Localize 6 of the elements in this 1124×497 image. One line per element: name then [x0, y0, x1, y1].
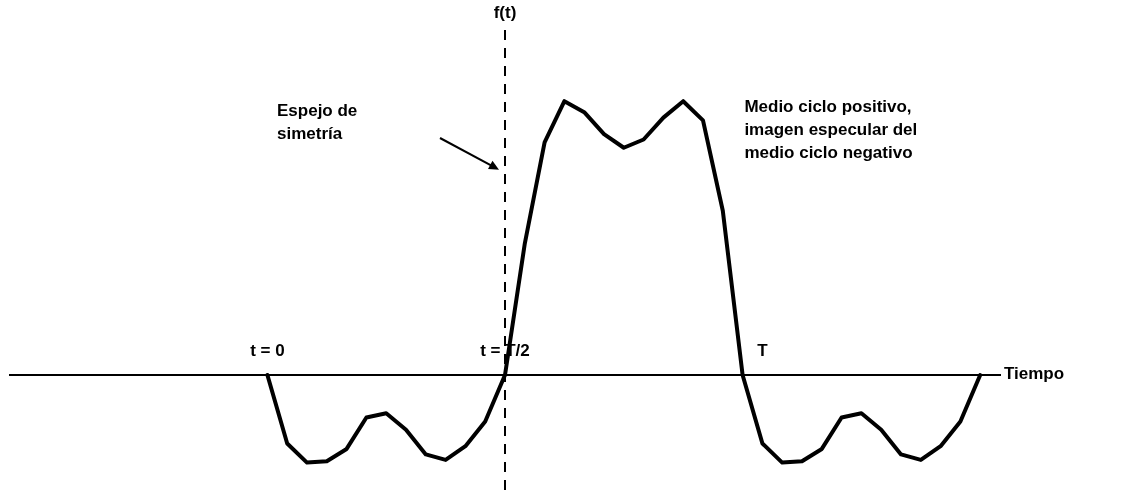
x-tick-label: t = 0 [250, 340, 285, 360]
ref-line-label: f(t) [492, 2, 518, 24]
annotation: Espejo de simetría [277, 100, 359, 145]
x-tick-label: T [757, 340, 769, 360]
annotation: Medio ciclo positivo, imagen especular del medio ciclo negativo [744, 96, 919, 164]
x-axis-title: Tiempo [1004, 363, 1065, 385]
